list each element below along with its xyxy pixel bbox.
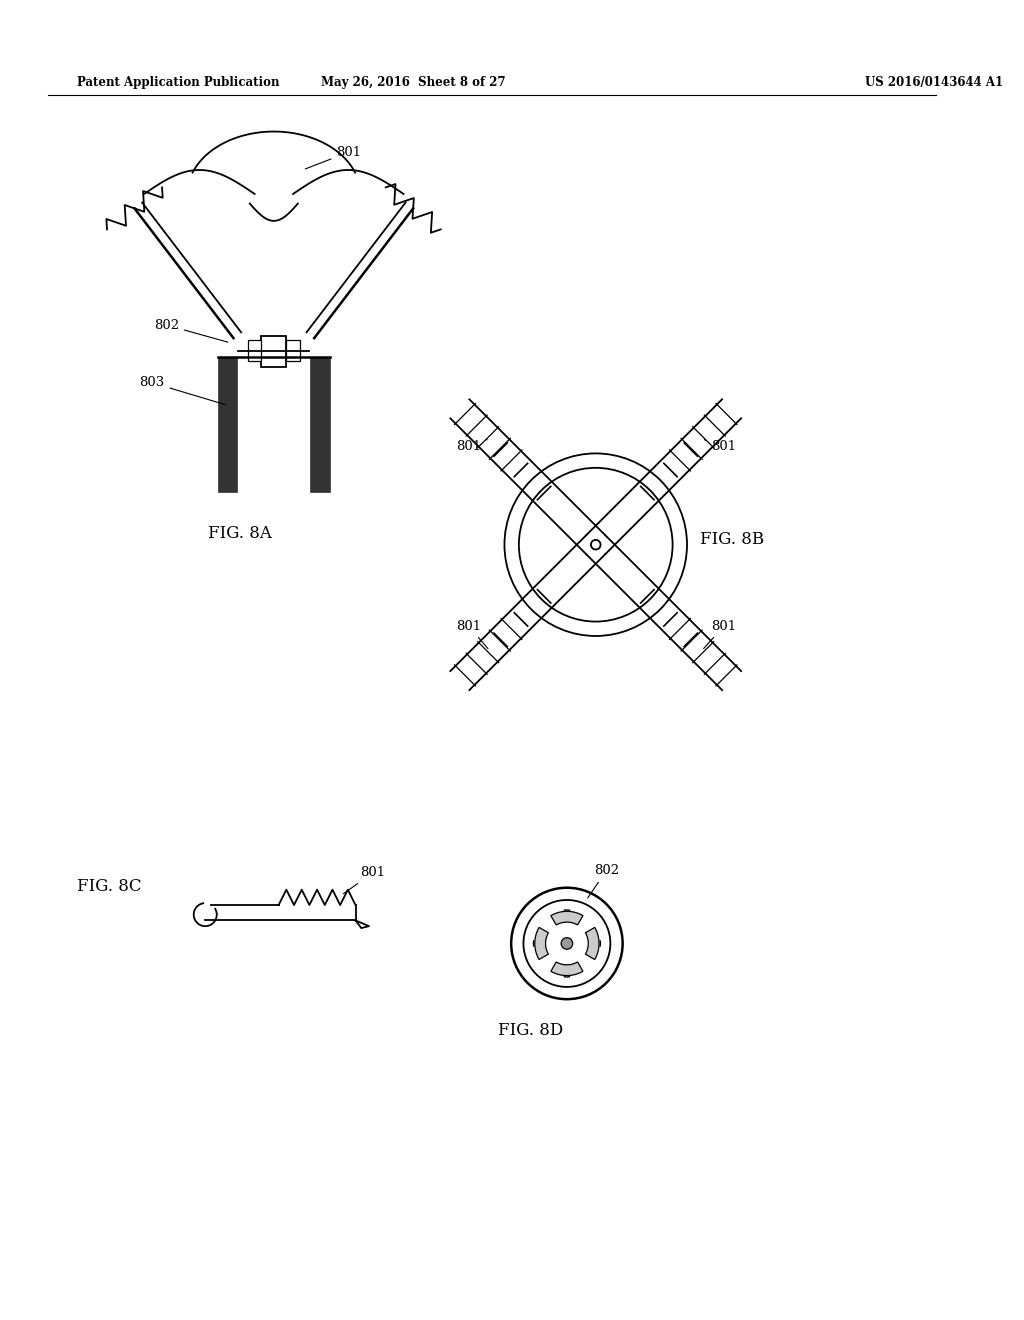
Text: 801: 801 <box>703 619 736 648</box>
Text: US 2016/0143644 A1: US 2016/0143644 A1 <box>865 75 1002 88</box>
Text: 801: 801 <box>343 866 385 894</box>
Text: 801: 801 <box>456 440 487 453</box>
Text: 801: 801 <box>705 440 736 453</box>
Text: 802: 802 <box>588 865 618 898</box>
Circle shape <box>561 937 572 949</box>
Polygon shape <box>586 928 599 960</box>
Polygon shape <box>535 928 549 960</box>
Polygon shape <box>551 962 583 975</box>
Text: 802: 802 <box>154 318 228 342</box>
Text: Patent Application Publication: Patent Application Publication <box>77 75 280 88</box>
Text: 803: 803 <box>139 376 225 404</box>
Text: FIG. 8B: FIG. 8B <box>699 532 764 548</box>
Circle shape <box>591 540 600 549</box>
Polygon shape <box>310 358 330 492</box>
Polygon shape <box>551 911 583 925</box>
Polygon shape <box>287 341 300 362</box>
Polygon shape <box>248 341 261 362</box>
Text: FIG. 8A: FIG. 8A <box>208 525 272 543</box>
Polygon shape <box>218 358 238 492</box>
Text: 801: 801 <box>456 619 487 648</box>
Text: May 26, 2016  Sheet 8 of 27: May 26, 2016 Sheet 8 of 27 <box>321 75 506 88</box>
Text: FIG. 8C: FIG. 8C <box>77 878 141 895</box>
Text: FIG. 8D: FIG. 8D <box>498 1022 563 1039</box>
Polygon shape <box>261 337 287 367</box>
Text: 801: 801 <box>305 145 361 169</box>
